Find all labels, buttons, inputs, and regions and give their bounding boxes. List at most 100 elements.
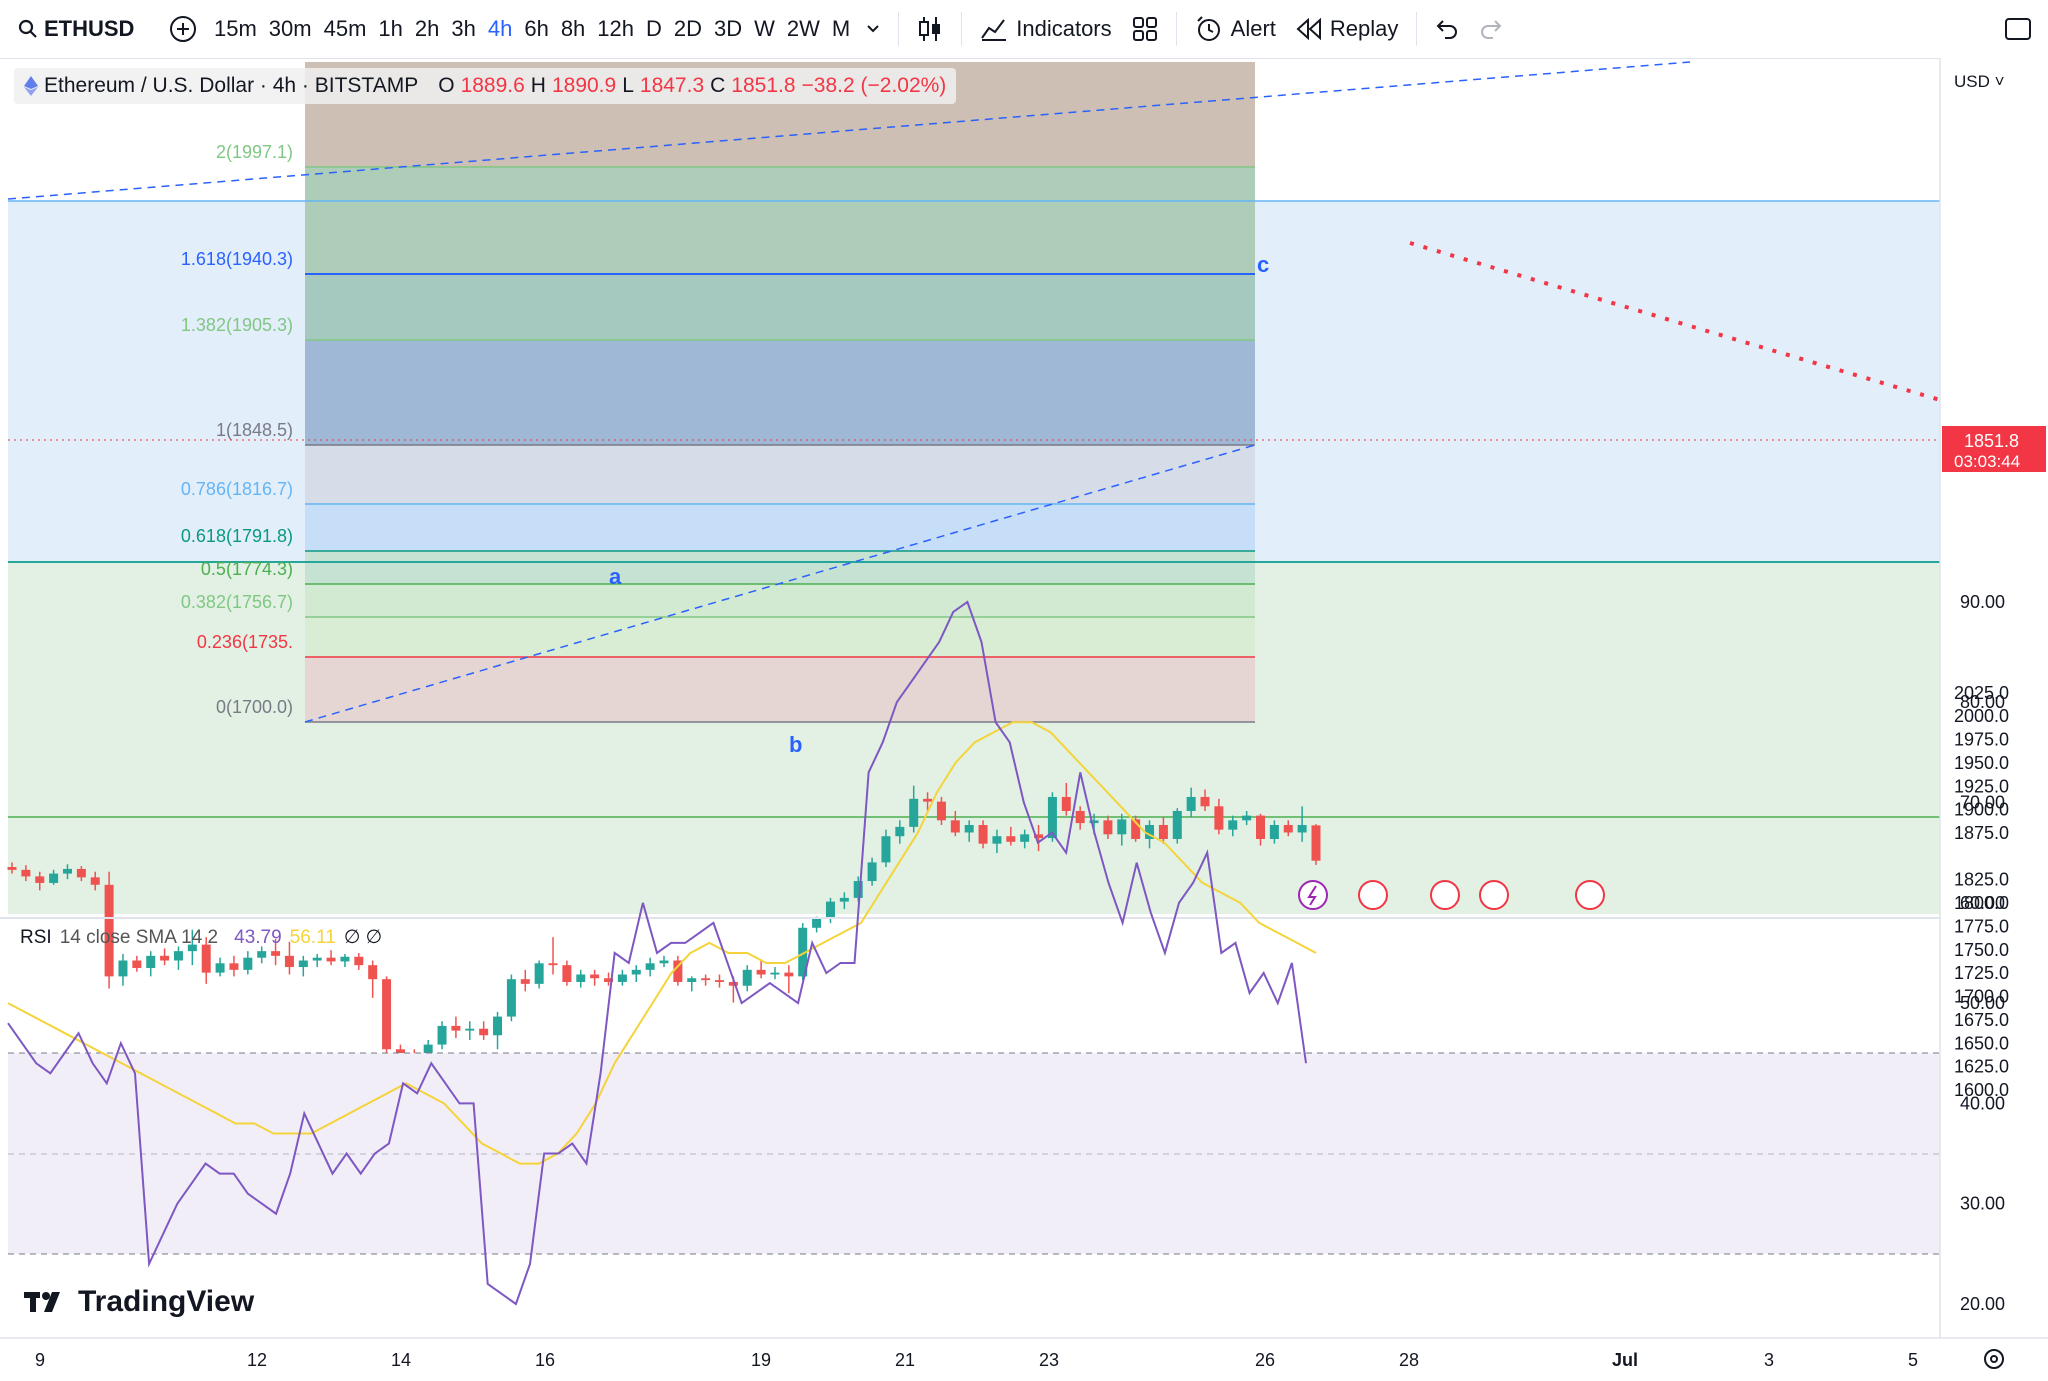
candle <box>326 950 336 966</box>
price-tick: 1950.0 <box>1954 753 2009 773</box>
interval-2h[interactable]: 2h <box>414 16 440 41</box>
interval-2W[interactable]: 2W <box>786 16 820 41</box>
fib-level-label: 0(1700.0) <box>216 697 293 717</box>
candle <box>160 948 170 966</box>
divider <box>961 12 963 46</box>
rsi-series <box>7 600 1317 1306</box>
rsi-legend[interactable]: RSI 14 close SMA 14 2 43.79 56.11 ∅ ∅ <box>20 926 382 949</box>
fib-zone-9 <box>305 617 1255 657</box>
alert-label: Alert <box>1230 16 1276 41</box>
interval-15m[interactable]: 15m <box>214 16 257 41</box>
compare-button[interactable] <box>158 7 208 51</box>
interval-dropdown[interactable] <box>856 7 890 51</box>
interval-12h[interactable]: 12h <box>597 16 635 41</box>
indicators-icon <box>981 19 1007 41</box>
candle <box>964 820 974 842</box>
interval-45m[interactable]: 45m <box>323 16 367 41</box>
redo-button[interactable] <box>1469 7 1513 51</box>
candle <box>35 871 45 891</box>
price-tick: 1875.0 <box>1954 823 2009 843</box>
replay-button[interactable]: Replay <box>1286 7 1408 51</box>
currency-label: USD <box>1954 72 1990 91</box>
time-axis[interactable] <box>0 1338 1940 1381</box>
candle <box>465 1021 475 1040</box>
lightning-event-icon[interactable] <box>1298 880 1328 910</box>
us-flag-event-icon[interactable] <box>1430 880 1460 910</box>
rsi-tick: 90.00 <box>1960 592 2005 612</box>
candle <box>701 974 711 986</box>
candle <box>1200 789 1210 811</box>
fullscreen-button[interactable] <box>1994 7 2042 51</box>
price-axis[interactable] <box>1940 58 2048 1338</box>
settings-gear-icon[interactable] <box>1984 1349 2004 1369</box>
candle <box>881 829 891 868</box>
interval-M[interactable]: M <box>831 16 851 41</box>
alarm-clock-icon <box>1196 16 1220 41</box>
candle <box>1256 813 1266 846</box>
interval-4h[interactable]: 4h <box>487 16 513 41</box>
alert-button[interactable]: Alert <box>1185 7 1286 51</box>
candle <box>562 960 572 986</box>
low-label: L <box>622 74 634 97</box>
interval-1h[interactable]: 1h <box>378 16 403 41</box>
interval-3D[interactable]: 3D <box>714 16 743 41</box>
time-tick: 5 <box>1908 1350 1918 1370</box>
fib-level-label: 1(1848.5) <box>216 420 293 440</box>
candle <box>853 876 863 902</box>
interval-6h[interactable]: 6h <box>524 16 549 41</box>
us-flag-event-icon[interactable] <box>1479 880 1509 910</box>
price-tick: 1925.0 <box>1954 776 2009 796</box>
dashed-trendline-upper[interactable] <box>7 61 1691 200</box>
rsi-line <box>7 600 1307 1306</box>
undo-button[interactable] <box>1425 7 1469 51</box>
candle <box>1214 798 1224 835</box>
interval-W[interactable]: W <box>754 16 775 41</box>
interval-8h[interactable]: 8h <box>560 16 586 41</box>
price-tick: 2025.0 <box>1954 683 2009 703</box>
tradingview-mark-icon <box>24 1292 60 1312</box>
interval-D[interactable]: D <box>646 16 662 41</box>
indicators-button[interactable]: Indicators <box>970 7 1121 51</box>
low-value: 1847.3 <box>639 74 705 97</box>
us-flag-event-icon[interactable] <box>1358 880 1388 910</box>
chart-type-button[interactable] <box>907 7 953 51</box>
symbol-search[interactable]: ETHUSD <box>18 16 158 42</box>
candle <box>1172 808 1182 844</box>
dashed-trendline-lower[interactable] <box>304 444 1256 723</box>
symbol-legend[interactable]: Ethereum / U.S. Dollar · 4h · BITSTAMP O… <box>14 68 957 104</box>
rsi-tick: 50.00 <box>1960 993 2005 1013</box>
search-icon <box>18 19 37 38</box>
candle <box>1103 815 1113 840</box>
fib-zone-4 <box>305 340 1255 445</box>
indicators-label: Indicators <box>1016 16 1112 41</box>
price-tick: 1650.0 <box>1954 1033 2009 1053</box>
tradingview-logo[interactable]: TradingView <box>24 1285 254 1319</box>
candle <box>784 965 794 994</box>
candle <box>1242 810 1252 825</box>
rsi-tick: 80.00 <box>1960 692 2005 712</box>
interval-3h[interactable]: 3h <box>451 16 476 41</box>
divider <box>898 12 900 46</box>
candle <box>867 857 877 886</box>
high-value: 1890.9 <box>551 74 617 97</box>
last-price-tag: 1851.8 03:03:44 <box>1942 426 2046 472</box>
interval-2D[interactable]: 2D <box>673 16 703 41</box>
divider <box>1175 12 1177 46</box>
interval-30m[interactable]: 30m <box>268 16 312 41</box>
candle <box>1020 829 1030 849</box>
candle <box>992 829 1002 854</box>
candle <box>132 955 142 972</box>
candle <box>187 929 197 966</box>
redo-icon <box>1481 20 1502 39</box>
grid-layout-icon <box>1132 17 1157 41</box>
time-tick: 3 <box>1764 1350 1774 1370</box>
wave-label-b: b <box>789 732 802 757</box>
candle <box>7 862 17 874</box>
chart-area[interactable]: 2(1997.1) 1.618(1940.3) 1.382(1905.3) 1(184… <box>0 58 2048 1381</box>
layouts-button[interactable] <box>1122 7 1168 51</box>
currency-selector[interactable]: USD ˅ <box>1954 72 2005 91</box>
time-tick: 19 <box>751 1350 771 1370</box>
candle <box>1131 815 1141 842</box>
rsi-sma-value: 56.11 <box>289 926 336 948</box>
us-flag-event-icon[interactable] <box>1575 880 1605 910</box>
